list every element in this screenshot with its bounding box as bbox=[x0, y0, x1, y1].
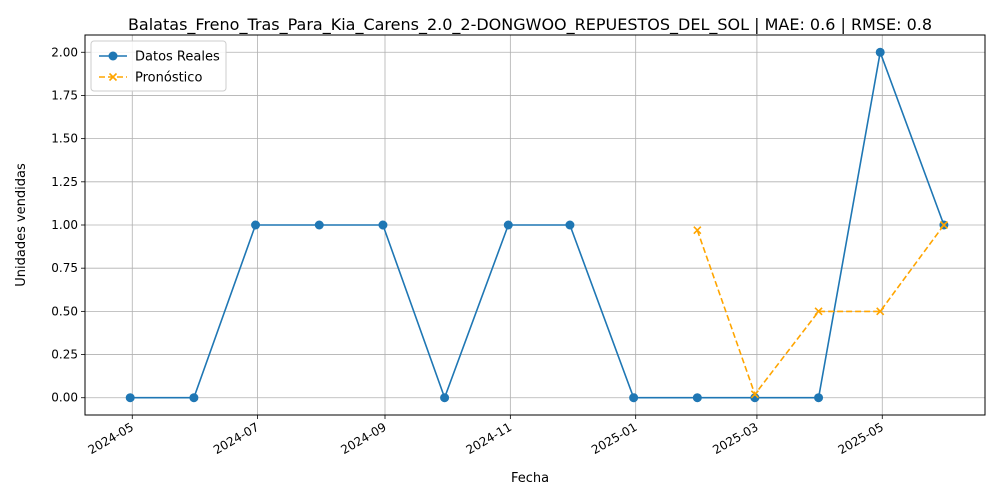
data-point bbox=[125, 393, 135, 403]
data-point bbox=[629, 393, 639, 403]
data-point bbox=[314, 220, 324, 230]
legend: Datos Reales Pronóstico bbox=[90, 40, 227, 92]
data-point bbox=[251, 220, 261, 230]
data-point bbox=[693, 226, 702, 235]
data-point bbox=[189, 393, 199, 403]
y-axis-label: Unidades vendidas bbox=[14, 163, 29, 287]
legend-box bbox=[90, 40, 227, 92]
data-point bbox=[814, 307, 823, 316]
y-tick-label: 0.00 bbox=[51, 391, 78, 405]
chart-title: Balatas_Freno_Tras_Para_Kia_Carens_2.0_2… bbox=[128, 15, 932, 35]
y-tick-label: 2.00 bbox=[51, 45, 78, 59]
legend-label: Pronóstico bbox=[135, 71, 202, 86]
x-axis-label: Fecha bbox=[511, 471, 549, 486]
data-point bbox=[750, 390, 759, 399]
data-point bbox=[503, 220, 513, 230]
series-line bbox=[130, 49, 945, 401]
data-point bbox=[814, 393, 824, 403]
legend-label: Datos Reales bbox=[135, 50, 220, 65]
series-actual bbox=[125, 47, 949, 403]
series-forecast bbox=[693, 220, 948, 399]
y-tick-label: 0.50 bbox=[51, 304, 78, 318]
y-tick-label: 0.25 bbox=[51, 348, 78, 362]
y-tick-label: 1.25 bbox=[51, 175, 78, 189]
y-tick-label: 1.50 bbox=[51, 132, 78, 146]
y-tick-label: 1.75 bbox=[51, 88, 78, 102]
data-point bbox=[939, 220, 948, 230]
data-point bbox=[378, 220, 388, 230]
y-tick-label: 0.75 bbox=[51, 261, 78, 275]
data-point bbox=[440, 393, 450, 403]
series-layer bbox=[125, 47, 949, 403]
y-tick-label: 1.00 bbox=[51, 218, 78, 232]
legend-marker bbox=[108, 51, 118, 61]
data-point bbox=[876, 307, 885, 316]
legend-marker bbox=[108, 72, 118, 82]
data-point bbox=[692, 393, 702, 403]
data-point bbox=[565, 220, 575, 230]
data-point bbox=[875, 47, 885, 57]
